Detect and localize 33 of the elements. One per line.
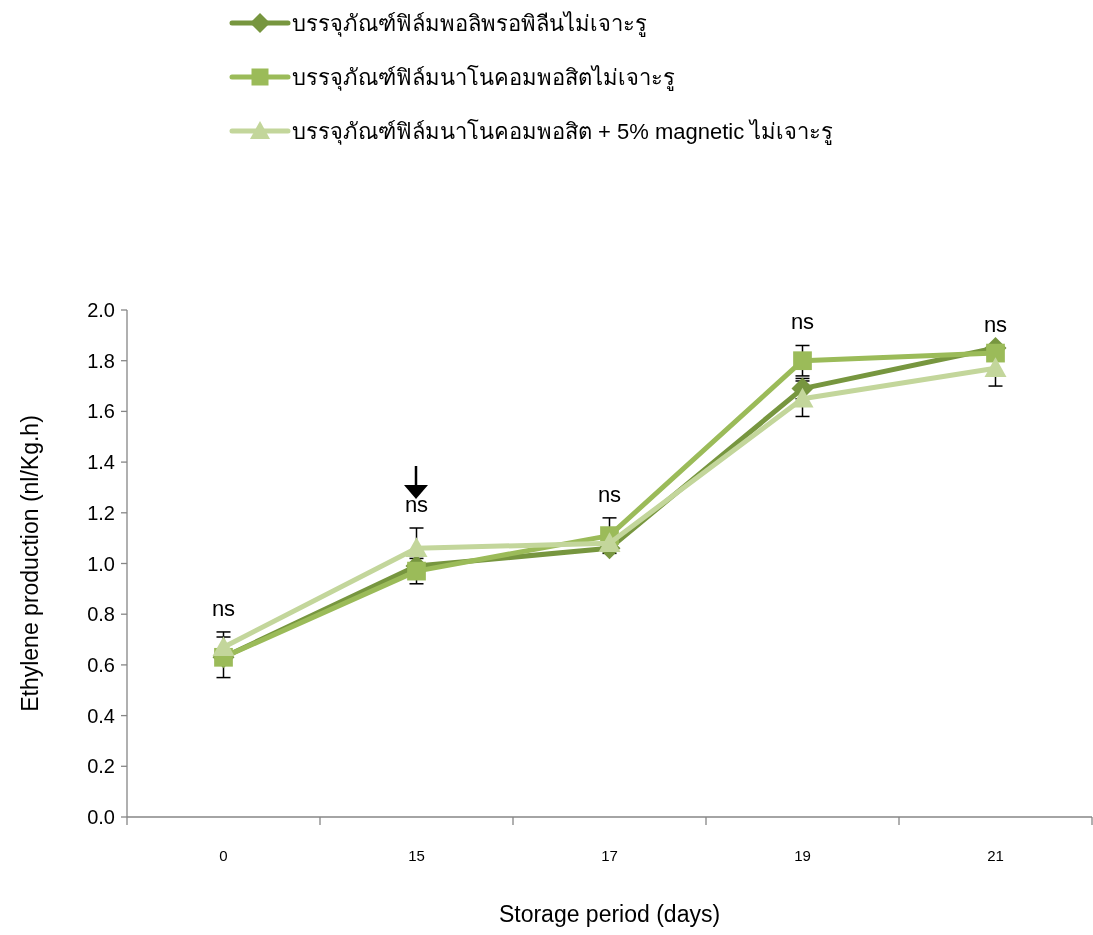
y-tick-label: 1.2	[87, 501, 115, 524]
point	[986, 343, 1005, 363]
x-axis-title: Storage period (days)	[498, 901, 721, 927]
point	[793, 351, 812, 371]
annotation: ns	[597, 481, 622, 507]
y-tick-label: 0.6	[87, 653, 115, 676]
y-tick-label: 1.0	[87, 552, 115, 575]
point	[405, 537, 428, 558]
y-axis-title: Ethylene production (nl/Kg.h)	[17, 415, 43, 712]
point	[407, 561, 426, 581]
point	[791, 387, 814, 408]
point	[598, 532, 621, 553]
y-tick-label: 1.6	[87, 400, 115, 423]
y-tick-label: 0.4	[87, 704, 115, 727]
x-tick-label: 21	[987, 847, 1004, 864]
y-tick-label: 2.0	[87, 299, 115, 321]
annotation: ns	[404, 492, 429, 518]
y-tick-label: 0.0	[87, 806, 115, 828]
y-tick-label: 1.4	[87, 451, 115, 474]
legend-label: บรรจุภัณฑ์ฟิล์มพอลิพรอพิลีนไม่เจาะรู	[292, 11, 647, 37]
y-tick-label: 1.8	[87, 349, 115, 372]
annotation: ns	[790, 309, 815, 335]
point	[212, 636, 235, 656]
legend-label: บรรจุภัณฑ์ฟิล์มนาโนคอมพอสิตไม่เจาะรู	[292, 65, 675, 91]
annotation: ns	[983, 312, 1008, 338]
x-tick-label: 17	[601, 847, 618, 864]
x-tick-label: 19	[794, 847, 811, 864]
x-tick-label: 15	[408, 847, 425, 864]
y-tick-label: 0.2	[87, 755, 115, 778]
annotation: ns	[211, 595, 236, 621]
point	[984, 357, 1007, 378]
x-tick-label: 0	[219, 847, 228, 864]
y-tick-label: 0.8	[87, 603, 115, 626]
